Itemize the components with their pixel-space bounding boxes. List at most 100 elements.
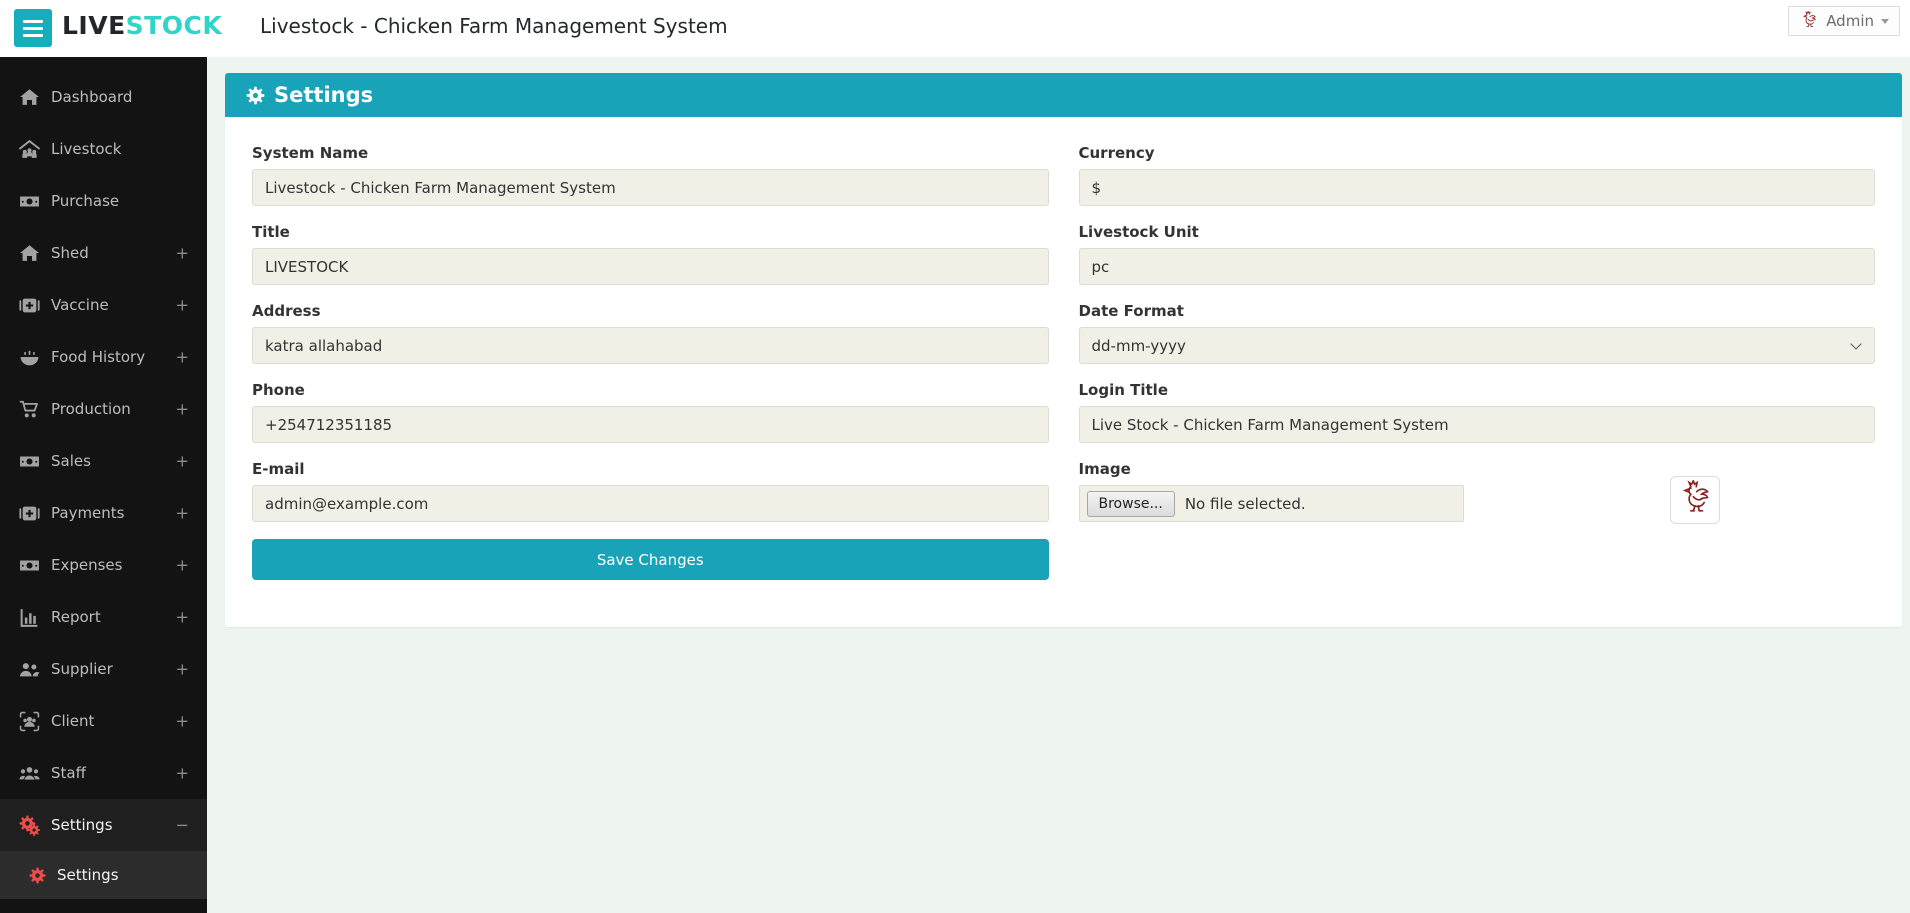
sidebar-item-label: Client (51, 712, 95, 730)
gears-icon (19, 815, 40, 836)
sidebar: Dashboard Livestock Purchase Shed + Vacc… (0, 57, 207, 913)
image-row: Browse... No file selected. (1078, 476, 1876, 524)
sidebar-item-label: Payments (51, 504, 125, 522)
file-status-text: No file selected. (1184, 494, 1306, 513)
sidebar-item-label: Sales (51, 452, 91, 470)
panel-title: Settings (274, 83, 374, 107)
system-name-group: System Name (252, 144, 1049, 206)
currency-label: Currency (1078, 144, 1155, 162)
phone-input[interactable] (252, 406, 1049, 443)
date-format-label: Date Format (1078, 302, 1184, 320)
users-icon (19, 659, 40, 680)
home-icon (19, 87, 40, 108)
email-input[interactable] (252, 485, 1049, 522)
address-group: Address (252, 302, 1049, 364)
users-group-icon (19, 763, 40, 784)
sidebar-item-expenses[interactable]: Expenses + (0, 539, 207, 591)
home-icon (19, 243, 40, 264)
expand-toggle[interactable]: + (175, 659, 189, 679)
expand-toggle[interactable]: + (175, 243, 189, 263)
expand-toggle[interactable]: + (175, 347, 189, 367)
image-group: Image Browse... No file selected. (1078, 460, 1876, 524)
sidebar-item-label: Food History (51, 348, 146, 366)
settings-panel-header: Settings (225, 73, 1902, 117)
phone-label: Phone (252, 381, 305, 399)
sidebar-item-label: Dashboard (51, 88, 133, 106)
address-label: Address (252, 302, 321, 320)
current-logo-thumbnail (1669, 476, 1720, 524)
barn-icon (19, 139, 40, 160)
gear-icon (246, 86, 265, 105)
login-title-label: Login Title (1078, 381, 1169, 399)
date-format-select[interactable]: dd-mm-yyyy (1078, 327, 1875, 364)
settings-panel: Settings System Name Title Address Phone (225, 73, 1902, 627)
money-bill-icon (19, 191, 40, 212)
sidebar-item-label: Staff (51, 764, 86, 782)
sidebar-item-production[interactable]: Production + (0, 383, 207, 435)
image-file-input[interactable]: Browse... No file selected. (1078, 485, 1464, 522)
expand-toggle[interactable]: + (175, 555, 189, 575)
email-label: E-mail (252, 460, 305, 478)
expand-toggle[interactable]: + (175, 295, 189, 315)
medkit-icon (19, 295, 40, 316)
rooster-logo-icon (1799, 11, 1819, 31)
sidebar-item-settings[interactable]: Settings − (0, 799, 207, 851)
title-group: Title (252, 223, 1049, 285)
sidebar-item-label: Supplier (51, 660, 113, 678)
sidebar-item-sales[interactable]: Sales + (0, 435, 207, 487)
top-navbar: LIVESTOCK Livestock - Chicken Farm Manag… (0, 0, 1910, 57)
sidebar-toggle-button[interactable] (14, 9, 52, 47)
sidebar-menu: Dashboard Livestock Purchase Shed + Vacc… (0, 57, 207, 851)
currency-input[interactable] (1078, 169, 1875, 206)
sidebar-item-report[interactable]: Report + (0, 591, 207, 643)
sidebar-item-purchase[interactable]: Purchase (0, 175, 207, 227)
sidebar-item-payments[interactable]: Payments + (0, 487, 207, 539)
sidebar-item-shed[interactable]: Shed + (0, 227, 207, 279)
sidebar-item-client[interactable]: Client + (0, 695, 207, 747)
sidebar-item-vaccine[interactable]: Vaccine + (0, 279, 207, 331)
system-name-input[interactable] (252, 169, 1049, 206)
cart-icon (19, 399, 40, 420)
login-title-input[interactable] (1078, 406, 1875, 443)
sidebar-item-dashboard[interactable]: Dashboard (0, 71, 207, 123)
expand-toggle[interactable]: + (175, 503, 189, 523)
admin-user-dropdown[interactable]: Admin (1788, 6, 1900, 36)
browse-button[interactable]: Browse... (1086, 490, 1175, 517)
address-input[interactable] (252, 327, 1049, 364)
livestock-unit-input[interactable] (1078, 248, 1875, 285)
sidebar-item-label: Purchase (51, 192, 120, 210)
expand-toggle[interactable]: + (175, 763, 189, 783)
sidebar-item-supplier[interactable]: Supplier + (0, 643, 207, 695)
expand-toggle[interactable]: + (175, 451, 189, 471)
settings-form: System Name Title Address Phone E-mail (225, 117, 1902, 627)
currency-group: Currency (1078, 144, 1875, 206)
rooster-logo-icon (1675, 480, 1715, 520)
phone-group: Phone (252, 381, 1049, 443)
app-logo[interactable]: LIVESTOCK (62, 11, 222, 40)
bar-chart-icon (19, 607, 40, 628)
sidebar-item-label: Report (51, 608, 101, 626)
sidebar-item-staff[interactable]: Staff + (0, 747, 207, 799)
sidebar-item-food-history[interactable]: Food History + (0, 331, 207, 383)
sidebar-item-livestock[interactable]: Livestock (0, 123, 207, 175)
title-input[interactable] (252, 248, 1049, 285)
save-changes-button[interactable]: Save Changes (252, 539, 1049, 580)
login-title-group: Login Title (1078, 381, 1875, 443)
sidebar-item-label: Settings (51, 816, 113, 834)
expand-toggle[interactable]: + (175, 399, 189, 419)
date-format-group: Date Format dd-mm-yyyy (1078, 302, 1875, 364)
date-format-select-wrap: dd-mm-yyyy (1078, 327, 1875, 364)
caret-down-icon (1881, 18, 1889, 24)
sidebar-subitem-settings[interactable]: Settings (0, 851, 207, 899)
sidebar-settings-submenu: Settings (0, 851, 207, 899)
admin-user-label: Admin (1826, 12, 1874, 30)
collapse-toggle[interactable]: − (175, 815, 189, 835)
money-bill-icon (19, 555, 40, 576)
email-group: E-mail (252, 460, 1049, 522)
form-right-column: Currency Livestock Unit Date Format dd-m… (1078, 144, 1876, 627)
expand-toggle[interactable]: + (175, 607, 189, 627)
sidebar-item-label: Production (51, 400, 131, 418)
expand-toggle[interactable]: + (175, 711, 189, 731)
image-label: Image (1078, 460, 1131, 478)
sidebar-item-label: Vaccine (51, 296, 109, 314)
